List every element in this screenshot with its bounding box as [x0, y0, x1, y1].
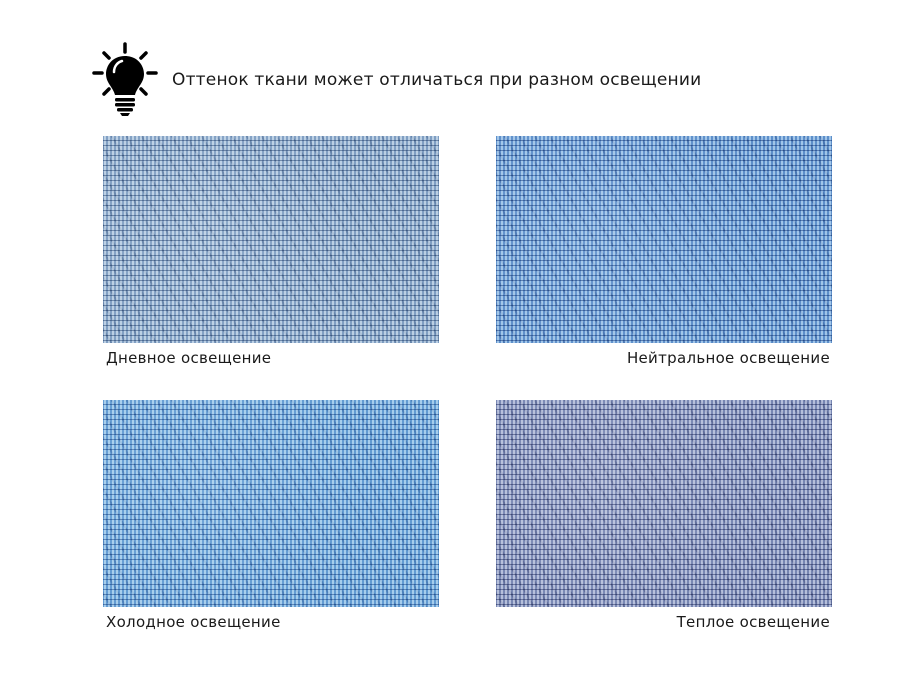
- caption-warm: Теплое освещение: [676, 613, 830, 631]
- caption-neutral: Нейтральное освещение: [626, 349, 830, 367]
- lightbulb-icon: [92, 42, 158, 116]
- fabric-image: [496, 136, 832, 343]
- caption-daylight: Дневное освещение: [106, 349, 272, 367]
- fabric-image: [103, 136, 439, 343]
- caption-cold: Холодное освещение: [106, 613, 281, 631]
- lighting-notice: Оттенок ткани может отличаться при разно…: [92, 42, 701, 118]
- swatch-daylight: [103, 136, 439, 343]
- swatch-cold: [103, 400, 439, 607]
- swatch-warm: [496, 400, 832, 607]
- swatch-neutral: [496, 136, 832, 343]
- fabric-image: [496, 400, 832, 607]
- fabric-image: [103, 400, 439, 607]
- lighting-notice-text: Оттенок ткани может отличаться при разно…: [172, 70, 702, 90]
